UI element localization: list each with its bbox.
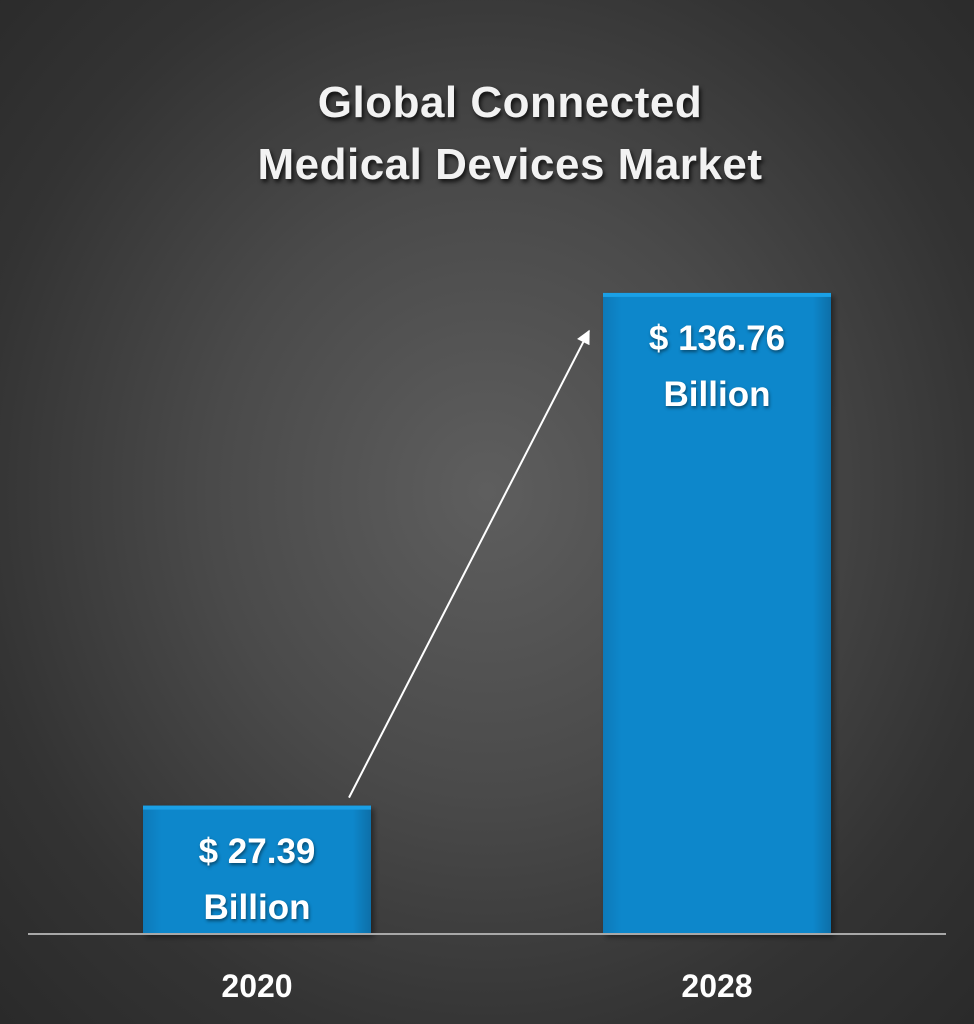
bar-2028 xyxy=(603,292,831,934)
bar-unit-2020: Billion xyxy=(203,887,311,927)
bar-2020 xyxy=(143,805,371,934)
bar-value-2020: $ 27.39 xyxy=(198,831,316,871)
growth-arrow xyxy=(348,329,590,799)
chart-title-line-1: Global Connected xyxy=(317,78,703,127)
chart-title: Global Connected Medical Devices Market xyxy=(0,72,974,196)
bar-value-label-2028: $ 136.76 Billion xyxy=(603,311,831,423)
bar-value-label-2020: $ 27.39 Billion xyxy=(143,824,371,936)
chart-title-line-2: Medical Devices Market xyxy=(257,140,763,189)
bar-top-edge-2028 xyxy=(603,292,831,297)
x-tick-2020: 2020 xyxy=(221,968,293,1004)
bar-top-edge-2020 xyxy=(143,805,371,810)
bar-unit-2028: Billion xyxy=(663,374,771,414)
x-tick-2028: 2028 xyxy=(681,968,753,1004)
bar-value-2028: $ 136.76 xyxy=(648,318,786,358)
